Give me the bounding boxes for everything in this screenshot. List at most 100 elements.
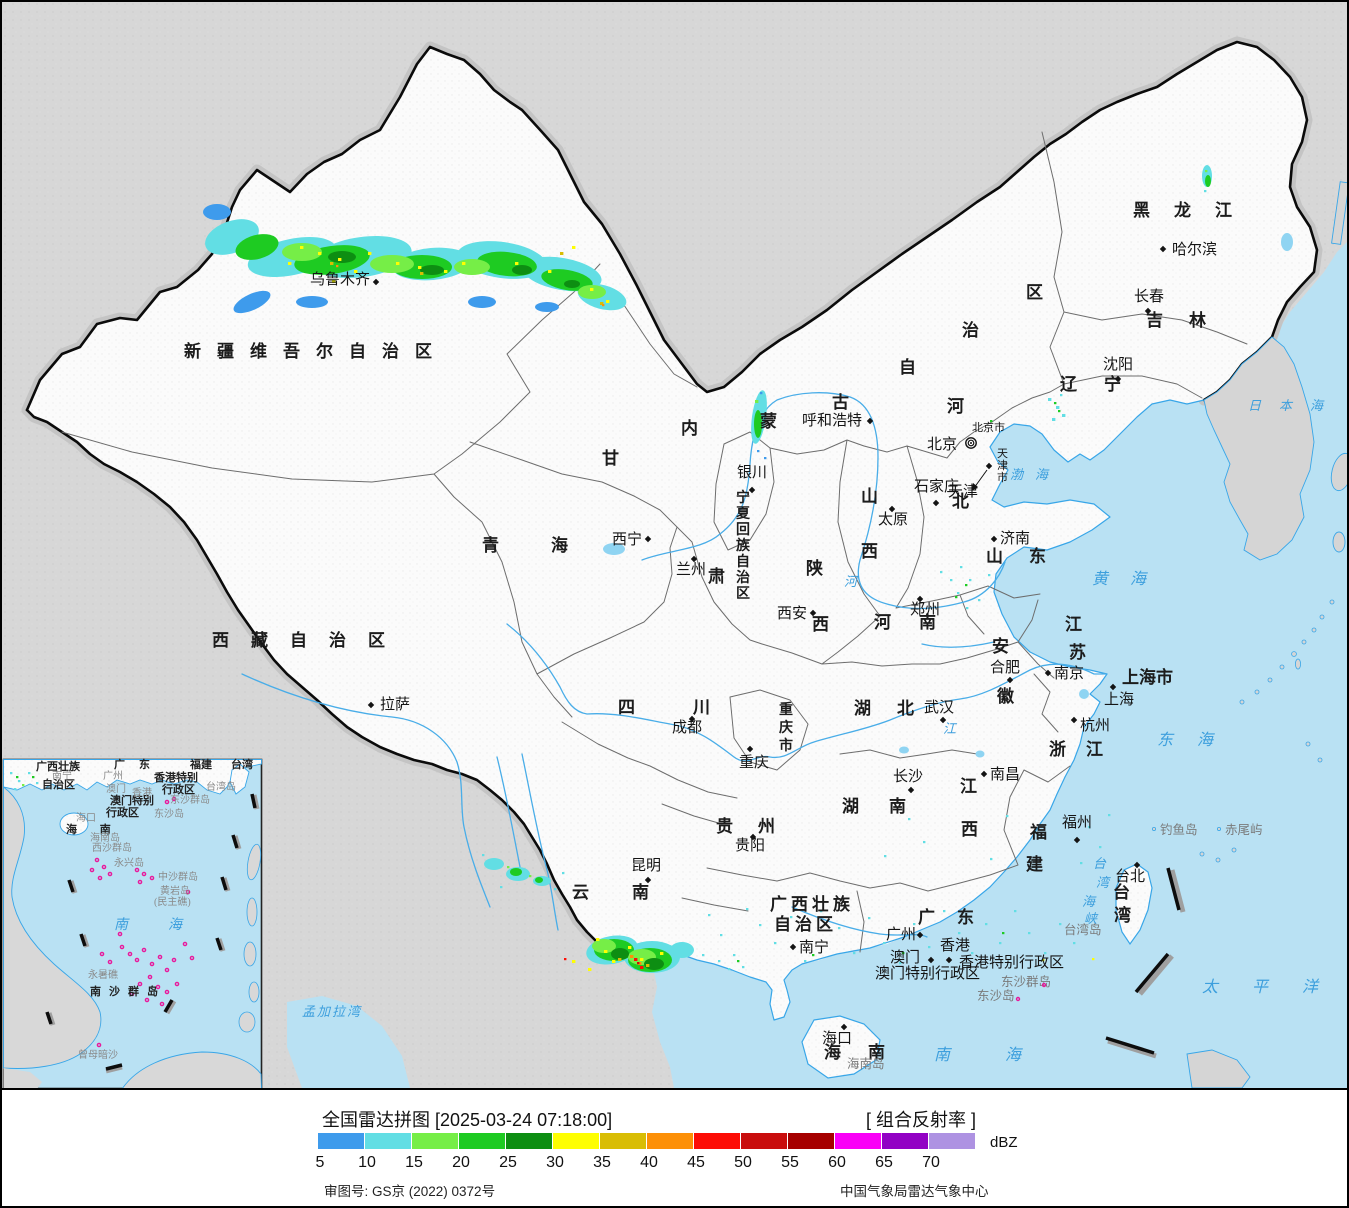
nine-dash-segments	[1105, 867, 1186, 1059]
tick-70: 70	[922, 1154, 940, 1171]
bay-of-bengal	[287, 996, 410, 1088]
island-labels: 台湾岛 海南岛 东沙群岛 东沙岛 钓鱼岛 赤尾屿	[847, 822, 1263, 1071]
label-taiwandao: 台湾岛	[1064, 922, 1102, 937]
inset-label-taiwan: 台湾	[231, 757, 253, 771]
inset-label-minzhujiao: (民主礁)	[154, 895, 191, 908]
label-city-yinchuan: 银川	[737, 464, 767, 481]
inset-label-nansha: 南沙群岛	[90, 984, 166, 998]
label-guangxi-1: 广西壮族	[770, 894, 854, 914]
inset-indochina	[3, 786, 102, 1069]
inset-label-dongshadao: 东沙岛	[154, 807, 184, 820]
label-province-sichuan: 四川	[618, 698, 768, 717]
colorbar-seg-5	[318, 1133, 364, 1149]
inset-south-china-sea: 广西壮族 自治区 南宁 广东 广州 福建 台湾 台湾岛 香港特别 行政区 澳门特…	[2, 757, 263, 1088]
sea-labels: 渤海 黄海 东海 日本海 南海 太平洋 孟加拉湾 台 湾 海 峡 河 江	[302, 398, 1323, 1064]
label-taiwan-2: 湾	[1114, 905, 1131, 925]
label-hebei-1: 河	[947, 397, 964, 416]
svg-text:津: 津	[997, 459, 1008, 472]
pearl-river	[791, 906, 928, 938]
label-taiwan-1: 台	[1113, 882, 1130, 902]
inset-label-mo-1: 澳门特别	[110, 793, 154, 807]
inset-label-nanhai: 南海	[114, 917, 222, 933]
inset-label-nanning: 南宁	[52, 769, 72, 782]
taiwan-island	[1115, 863, 1153, 946]
province-borders	[61, 131, 1248, 953]
inset-label-guangdong: 广东	[114, 757, 164, 771]
colorbar-seg-45	[694, 1133, 740, 1149]
colorbar-seg-30	[553, 1133, 599, 1149]
label-nm-5: 治	[962, 320, 979, 340]
label-province-qinghai: 青海	[482, 535, 620, 555]
label-sea-huanghai: 黄海	[1092, 570, 1168, 588]
svg-text:湾: 湾	[1096, 875, 1111, 890]
label-gansu-2: 肃	[708, 567, 725, 586]
inset-label-aomen: 澳门	[106, 782, 126, 795]
label-city-guangzhou: 广州	[886, 926, 916, 943]
inset-label-dongsha-qundao: 东沙群岛	[170, 793, 210, 806]
label-shanxi-2: 西	[861, 542, 878, 561]
inset-labels: 广西壮族 自治区 南宁 广东 广州 福建 台湾 台湾岛 香港特别 行政区 澳门特…	[36, 757, 253, 1061]
label-city-jinan: 济南	[1000, 530, 1030, 547]
colorbar-seg-60	[835, 1133, 881, 1149]
label-city-haikou: 海口	[822, 1030, 852, 1047]
colorbar-seg-35	[600, 1133, 646, 1149]
label-hainandao: 海南岛	[847, 1056, 885, 1071]
inset-label-mo-2: 行政区	[105, 805, 139, 819]
label-province-jilin: 吉林	[1146, 310, 1232, 330]
tick-5: 5	[315, 1154, 325, 1171]
label-hebei-2: 北	[952, 492, 969, 511]
label-province-xinjiang: 新疆维吾尔自治区	[184, 341, 448, 361]
china-islands	[801, 863, 1153, 1079]
echo-sw-yunnan-cell	[564, 935, 745, 973]
label-city-huhehaote: 呼和浩特	[802, 412, 862, 429]
tick-50: 50	[734, 1154, 752, 1171]
legend-title: 全国雷达拼图 [2025-03-24 07:18:00]	[322, 1110, 613, 1130]
label-city-zhengzhou: 郑州	[910, 601, 940, 618]
svg-text:峡: 峡	[1084, 911, 1099, 926]
tianjin-arrow	[972, 469, 988, 491]
tick-65: 65	[875, 1154, 893, 1171]
colorbar-seg-25	[506, 1133, 552, 1149]
ryukyu-islands	[1152, 599, 1335, 863]
inset-label-fujian: 福建	[189, 757, 213, 771]
svg-text:海: 海	[1082, 894, 1097, 909]
label-city-shenyang: 沈阳	[1103, 356, 1133, 373]
svg-text:庆: 庆	[779, 719, 793, 736]
tick-40: 40	[640, 1154, 658, 1171]
tick-20: 20	[452, 1154, 470, 1171]
inset-label-zengmuansha: 曾母暗沙	[78, 1048, 118, 1061]
label-chongqing-shi: 重 庆 市	[779, 701, 793, 754]
tick-35: 35	[593, 1154, 611, 1171]
inset-nine-dash	[45, 793, 260, 1074]
inset-label-guangxi-2: 自治区	[42, 777, 75, 791]
colorbar-seg-65	[882, 1133, 928, 1149]
svg-text:台: 台	[1093, 856, 1107, 871]
label-city-nanjing: 南京	[1054, 665, 1084, 682]
inset-label-hainan: 海 南	[66, 822, 121, 836]
label-province-hainan: 海南	[824, 1042, 912, 1062]
label-gansu-1: 甘	[602, 448, 619, 468]
label-sea-bohai: 渤海	[1010, 467, 1060, 482]
colorbar-seg-10	[365, 1133, 411, 1149]
label-province-zhejiang: 浙江	[1049, 739, 1123, 759]
label-city-shijiazhuang: 石家庄	[914, 477, 959, 495]
label-sea-nanhai: 南海	[934, 1046, 1076, 1064]
label-city-guiyang: 贵阳	[735, 837, 765, 854]
label-fujian-1: 福	[1029, 822, 1047, 842]
label-beijing-shi: 北京市	[972, 420, 1005, 434]
label-province-hubei: 湖北	[854, 699, 940, 718]
capital-symbol-beijing	[965, 437, 977, 449]
label-ningxia: 宁 夏 回 族 自 治 区	[736, 489, 751, 602]
label-province-henan: 河南	[874, 612, 964, 632]
tick-10: 10	[358, 1154, 376, 1171]
label-sea-mengjialawan: 孟加拉湾	[302, 1004, 362, 1019]
label-diaoyudao: 钓鱼岛	[1160, 822, 1198, 837]
label-city-aomen: 澳门	[890, 949, 920, 966]
label-shaanxi-1: 陕	[806, 558, 823, 578]
label-city-xian: 西安	[777, 605, 807, 622]
svg-text:天: 天	[997, 448, 1008, 460]
label-mo-sar: 澳门特别行政区	[875, 965, 980, 982]
label-nm-6: 区	[1026, 283, 1043, 302]
inset-label-yongshujiao: 永暑礁	[88, 968, 118, 981]
svg-text:夏: 夏	[736, 505, 751, 522]
